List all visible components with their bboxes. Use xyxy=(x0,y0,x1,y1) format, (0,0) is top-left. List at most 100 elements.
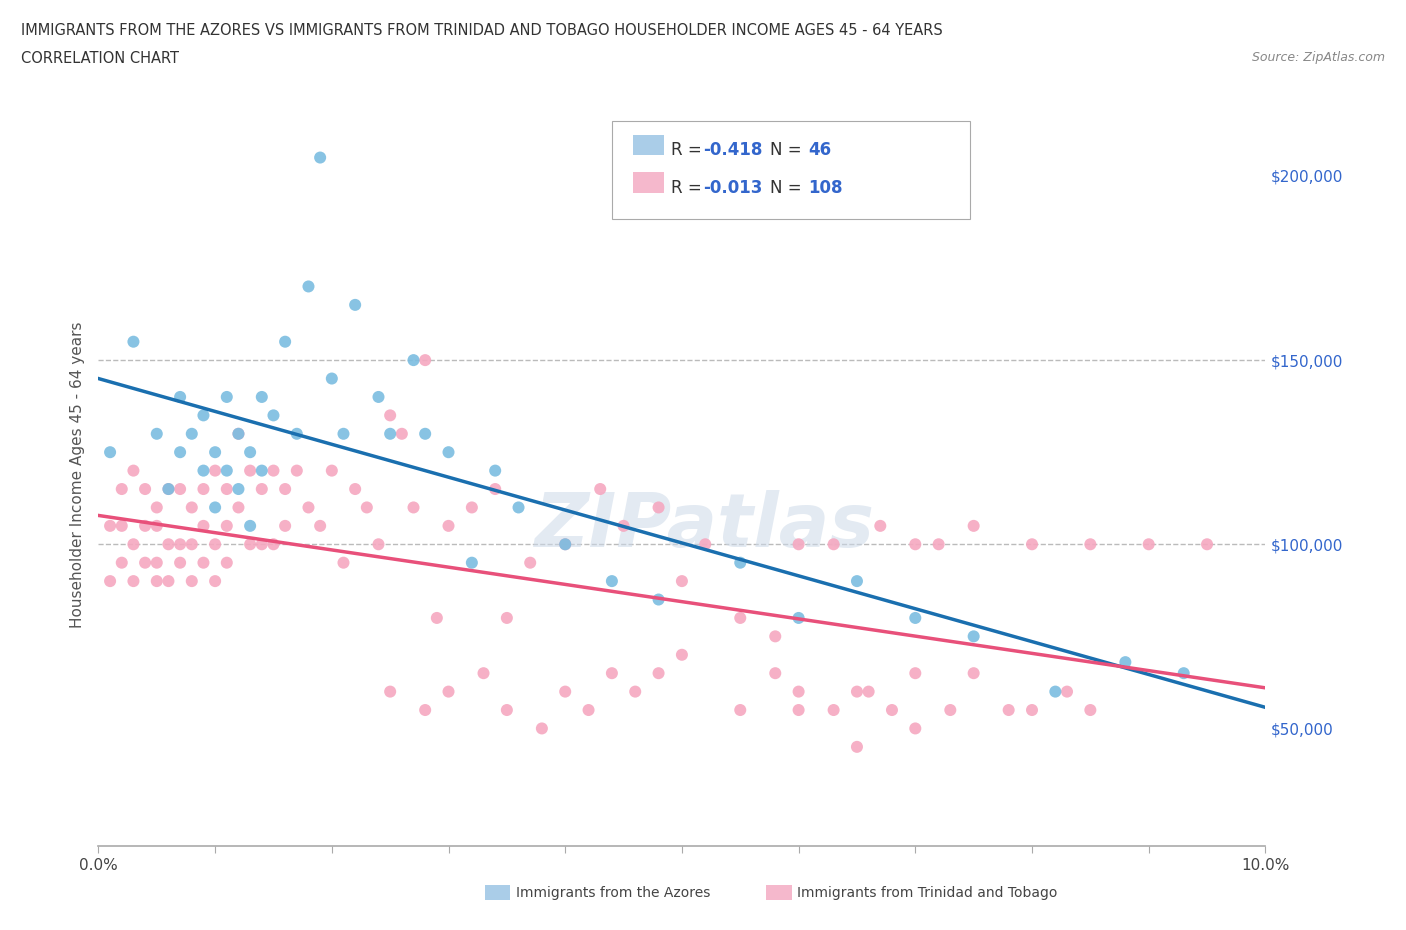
Point xyxy=(402,352,425,367)
Point xyxy=(122,463,145,478)
Point xyxy=(180,537,202,551)
Point xyxy=(215,555,238,570)
Point xyxy=(1021,537,1043,551)
Point xyxy=(962,518,984,533)
Point xyxy=(169,390,191,405)
Point xyxy=(193,518,215,533)
Point xyxy=(846,574,869,589)
Point xyxy=(763,629,786,644)
Point xyxy=(846,684,869,699)
Point xyxy=(1056,684,1078,699)
Point xyxy=(904,721,927,736)
Point xyxy=(344,298,367,312)
Point xyxy=(730,555,752,570)
Point xyxy=(204,500,226,515)
Point xyxy=(215,518,238,533)
Y-axis label: Householder Income Ages 45 - 64 years: Householder Income Ages 45 - 64 years xyxy=(69,321,84,628)
Point xyxy=(215,463,238,478)
Point xyxy=(472,666,495,681)
Point xyxy=(367,390,389,405)
Point xyxy=(332,555,354,570)
Point xyxy=(134,555,156,570)
Text: N =: N = xyxy=(770,179,801,196)
Point xyxy=(519,555,541,570)
Point xyxy=(962,629,984,644)
Text: IMMIGRANTS FROM THE AZORES VS IMMIGRANTS FROM TRINIDAD AND TOBAGO HOUSEHOLDER IN: IMMIGRANTS FROM THE AZORES VS IMMIGRANTS… xyxy=(21,23,943,38)
Point xyxy=(554,537,576,551)
Point xyxy=(180,426,202,441)
Text: Immigrants from the Azores: Immigrants from the Azores xyxy=(516,885,710,900)
Point xyxy=(239,445,262,459)
Point xyxy=(787,610,810,625)
Text: R =: R = xyxy=(671,141,707,159)
Point xyxy=(169,482,191,497)
Point xyxy=(1021,702,1043,717)
Point xyxy=(228,426,250,441)
Point xyxy=(554,537,576,551)
Point xyxy=(146,555,169,570)
Point xyxy=(215,482,238,497)
Point xyxy=(730,702,752,717)
Point xyxy=(250,463,273,478)
Point xyxy=(823,702,845,717)
Point xyxy=(367,537,389,551)
Point xyxy=(262,408,284,423)
Point xyxy=(169,555,191,570)
Point xyxy=(413,426,436,441)
Point xyxy=(530,721,553,736)
Point xyxy=(215,390,238,405)
Point xyxy=(437,684,460,699)
Point xyxy=(647,666,669,681)
Point xyxy=(904,610,927,625)
Point xyxy=(122,334,145,349)
Point xyxy=(600,666,623,681)
Point xyxy=(321,463,343,478)
Point xyxy=(939,702,962,717)
Text: 108: 108 xyxy=(808,179,844,196)
Point xyxy=(554,684,576,699)
Point xyxy=(274,518,297,533)
Point xyxy=(612,518,634,533)
Point xyxy=(484,463,506,478)
Point xyxy=(204,463,226,478)
Point xyxy=(193,555,215,570)
Point xyxy=(262,537,284,551)
Point xyxy=(157,537,180,551)
Point xyxy=(928,537,950,551)
Point xyxy=(997,702,1019,717)
Point xyxy=(787,684,810,699)
Point xyxy=(962,666,984,681)
Text: Source: ZipAtlas.com: Source: ZipAtlas.com xyxy=(1251,51,1385,64)
Point xyxy=(496,702,519,717)
Point xyxy=(356,500,378,515)
Point xyxy=(332,426,354,441)
Point xyxy=(496,610,519,625)
Text: ZIPatlas: ZIPatlas xyxy=(536,490,876,563)
Point xyxy=(1080,537,1102,551)
Text: Immigrants from Trinidad and Tobago: Immigrants from Trinidad and Tobago xyxy=(797,885,1057,900)
Point xyxy=(157,482,180,497)
Point xyxy=(274,482,297,497)
Point xyxy=(204,537,226,551)
Point xyxy=(98,574,121,589)
Point xyxy=(285,463,308,478)
Point xyxy=(262,463,284,478)
Point xyxy=(413,352,436,367)
Point xyxy=(193,408,215,423)
Point xyxy=(309,518,332,533)
Point xyxy=(274,334,297,349)
Point xyxy=(647,592,669,607)
Point xyxy=(380,684,402,699)
Point xyxy=(578,702,600,717)
Point xyxy=(600,574,623,589)
Point xyxy=(180,500,202,515)
Point xyxy=(180,574,202,589)
Point xyxy=(122,574,145,589)
Point xyxy=(695,537,717,551)
Point xyxy=(228,482,250,497)
Point xyxy=(98,518,121,533)
Point xyxy=(204,574,226,589)
Point xyxy=(904,537,927,551)
Point xyxy=(98,445,121,459)
Point xyxy=(846,739,869,754)
